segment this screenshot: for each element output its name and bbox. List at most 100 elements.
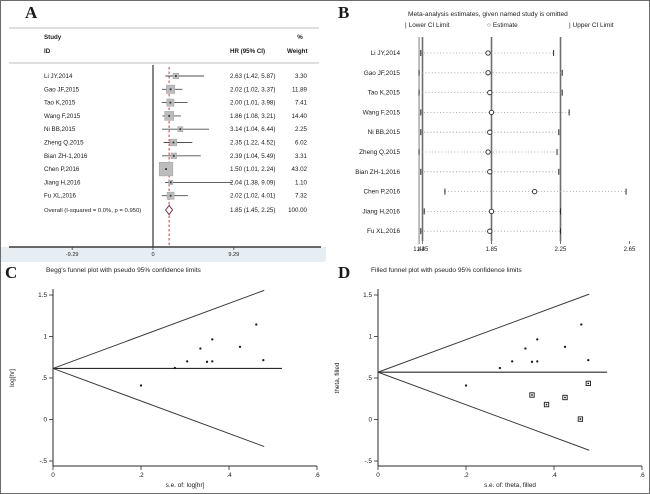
panel-b-title: Meta-analysis estimates, given named stu… (408, 11, 568, 18)
estimate-circle (487, 169, 493, 175)
x-axis-tick-label: 9.29 (228, 252, 239, 258)
x-axis-tick-label: 0 (376, 472, 380, 479)
panel-b-sensitivity-plot: B Meta-analysis estimates, given named s… (326, 1, 649, 262)
effect-point (169, 101, 172, 104)
y-axis-label: log[hr] (9, 369, 16, 387)
hr-ci-value: 2.63 (1.42, 5.87) (230, 73, 275, 80)
filled-funnel-point-dot (587, 382, 590, 385)
estimate-circle (487, 129, 493, 135)
omitted-study-label: Fu XL,2016 (367, 228, 400, 235)
weight-value: 11.89 (292, 86, 308, 93)
overall-label: Overall (I-squared = 0.0%, p = 0.950) (44, 208, 141, 214)
filled-funnel-point-box (577, 416, 584, 422)
effect-point (168, 115, 171, 117)
legend-estimate: ○ Estimate (487, 22, 518, 29)
sensitivity-row: Fu XL,2016 (367, 228, 561, 235)
forest-header-weight: Weight (287, 48, 308, 55)
x-axis-tick-label: 1.85 (486, 247, 498, 253)
x-axis-tick-label: -9.29 (66, 252, 79, 258)
study-label: Gao JF,2015 (44, 86, 80, 93)
forest-study-row: Fu XL,2016 2.02 (1.02, 4.01) 7.32 (44, 191, 308, 200)
legend-upper-ci: | Upper CI Limit (569, 22, 614, 29)
weight-value: 2.25 (295, 126, 308, 133)
sensitivity-row: Gao JF,2015 (364, 69, 563, 77)
funnel-point (563, 345, 567, 349)
funnel-point (139, 384, 143, 387)
panel-d-filled-funnel-plot: D Filled funnel plot with pseudo 95% con… (326, 263, 649, 493)
weight-value: 14.40 (292, 113, 308, 120)
filled-funnel-point-dot (531, 394, 533, 396)
hr-ci-value: 1.86 (1.08, 3.21) (230, 113, 275, 120)
x-axis-label: s.e. of: theta, filled (484, 482, 536, 489)
legend-lower-ci-label: Lower CI Limit (408, 22, 450, 29)
funnel-point (524, 347, 527, 350)
study-label: Jiang H,2016 (44, 179, 81, 186)
weight-value: 43.02 (292, 166, 308, 173)
forest-study-row: Bian ZH-1,2016 2.39 (1.04, 5.49) 3.31 (44, 152, 308, 160)
x-axis-tick-label: 0 (51, 472, 55, 479)
effect-point (169, 194, 172, 197)
x-axis-tick-label: 2.65 (624, 247, 636, 253)
x-axis-tick-label: .4 (226, 472, 232, 479)
funnel-point (173, 366, 177, 370)
panel-d-letter: D (338, 263, 351, 282)
panel-c-letter: C (5, 263, 18, 282)
hr-ci-value: 2.02 (1.02, 3.37) (230, 86, 275, 93)
funnel-point (262, 359, 265, 362)
effect-point (174, 75, 177, 77)
funnel-point (587, 359, 590, 362)
filled-funnel-point-box (562, 394, 568, 401)
funnel-upper-limit-line (377, 293, 590, 373)
sensitivity-row: Wang F,2015 (363, 109, 570, 116)
funnel-point (536, 360, 539, 363)
funnel-point (580, 323, 583, 326)
forest-study-row: Ni BB,2015 3.14 (1.04, 6.44) 2.25 (44, 126, 308, 133)
funnel-point (205, 360, 209, 363)
omitted-study-label: Li JY,2014 (371, 50, 401, 57)
sensitivity-row: Zheng Q,2015 (359, 149, 558, 156)
funnel-point (255, 323, 258, 326)
weight-value: 7.32 (295, 193, 308, 200)
funnel-point (498, 366, 502, 370)
funnel-point (211, 338, 214, 341)
funnel-lower-limit-line (52, 367, 265, 448)
forest-header-id: ID (44, 48, 51, 55)
hr-ci-value: 2.04 (1.38, 9.09) (230, 179, 275, 186)
study-label: Zheng Q,2015 (44, 140, 84, 147)
effect-point (165, 168, 167, 170)
filled-funnel-point-box (529, 392, 535, 398)
x-axis-tick-label: 0 (151, 252, 154, 258)
estimate-circle (487, 89, 493, 96)
effect-point (172, 141, 175, 144)
weight-value: 6.02 (295, 140, 308, 147)
x-axis-tick-label: .2 (463, 472, 469, 479)
estimate-circle (488, 109, 495, 116)
funnel-point (238, 345, 242, 349)
omitted-study-label: Zheng Q,2015 (359, 149, 400, 156)
funnel-point (464, 384, 468, 387)
omitted-study-label: Bian ZH-1,2016 (355, 169, 400, 176)
sensitivity-row: Chen P,2016 (364, 188, 627, 196)
funnel-lower-limit-line (377, 371, 590, 451)
forest-header-percent: % (297, 34, 303, 41)
forest-study-row: Tao K,2015 2.00 (1.01, 3.98) 7.41 (44, 98, 308, 107)
funnel-point (211, 360, 214, 363)
forest-study-row: Chen P,2016 1.50 (1.01, 2.24) 43.02 (44, 162, 308, 177)
funnel-upper-limit-line (52, 289, 265, 369)
x-axis-tick-label: .4 (551, 472, 557, 479)
x-axis-tick-label: .6 (314, 472, 320, 479)
weight-value: 3.30 (295, 73, 308, 80)
funnel-point (536, 338, 539, 341)
forest-header-hr-ci: HR (95% CI) (230, 48, 265, 55)
y-axis-tick-label: -.5 (365, 458, 373, 465)
panel-c-title: Begg's funnel plot with pseudo 95% confi… (46, 267, 201, 274)
weight-value: 7.41 (295, 100, 308, 107)
hr-ci-value: 1.50 (1.01, 2.24) (230, 166, 275, 173)
panel-a-forest-plot: A Study ID HR (95% CI)% Weight Li JY,2014 2.6… (1, 1, 326, 262)
y-axis-tick-label: 0 (43, 417, 47, 424)
estimate-circle (485, 70, 491, 76)
effect-point (169, 181, 172, 184)
study-label: Fu XL,2016 (44, 193, 77, 200)
